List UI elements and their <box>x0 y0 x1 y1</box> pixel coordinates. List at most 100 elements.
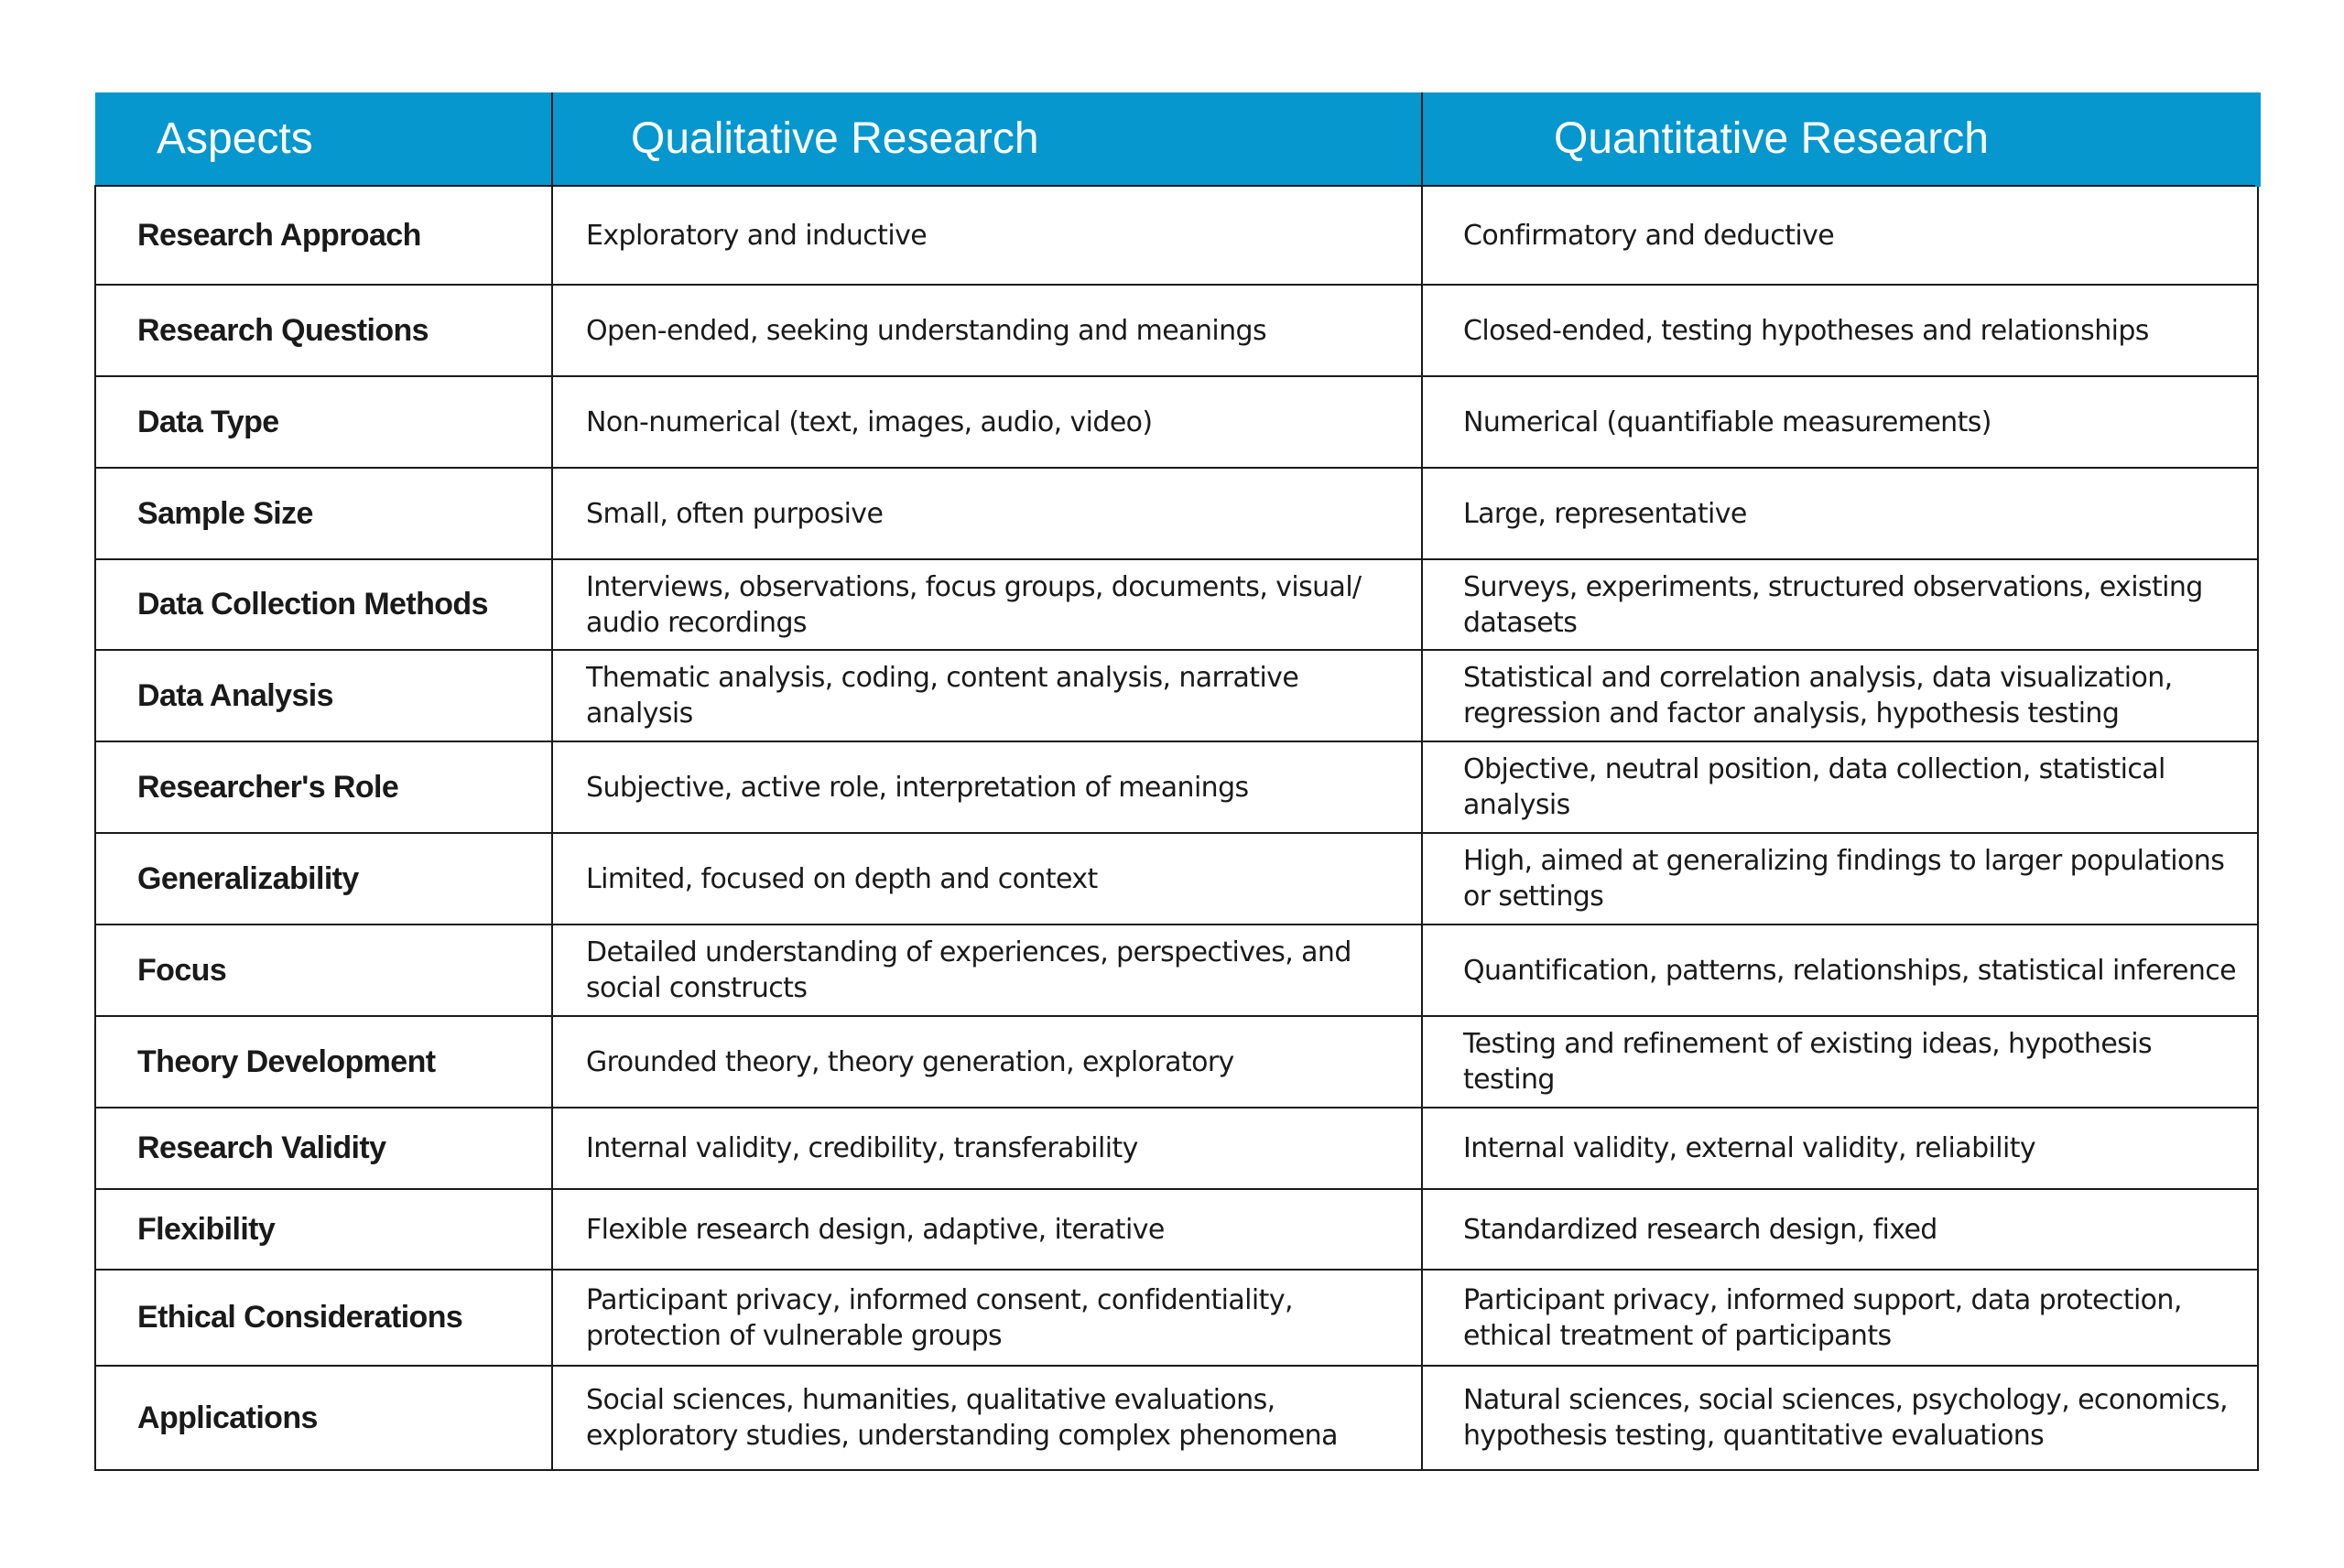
quantitative-cell-text: Participant privacy, informed support, d… <box>1463 1283 2182 1352</box>
aspect-cell: Data Type <box>94 375 553 469</box>
qualitative-cell-text: Interviews, observations, focus groups, … <box>586 570 1362 639</box>
qualitative-cell: Social sciences, humanities, qualitative… <box>551 1365 1423 1471</box>
qualitative-cell: Detailed understanding of experiences, p… <box>551 924 1423 1017</box>
quantitative-cell: Statistical and correlation analysis, da… <box>1421 649 2259 742</box>
aspect-cell: Research Approach <box>94 185 553 286</box>
aspect-cell-text: Research Approach <box>137 217 421 253</box>
quantitative-cell-text: Quantification, patterns, relationships,… <box>1463 954 2237 987</box>
header-qualitative: Qualitative Research <box>552 92 1423 186</box>
quantitative-cell-text: Confirmatory and deductive <box>1463 219 1835 252</box>
aspect-cell: Ethical Considerations <box>94 1269 553 1367</box>
qualitative-cell: Internal validity, credibility, transfer… <box>551 1107 1423 1190</box>
aspect-cell: Researcher's Role <box>94 741 553 834</box>
table-row: Data Analysis Thematic analysis, coding, … <box>94 649 2259 742</box>
qualitative-cell: Thematic analysis, coding, content analy… <box>551 649 1423 742</box>
aspect-cell-text: Focus <box>137 952 227 988</box>
quantitative-cell-text: Internal validity, external validity, re… <box>1463 1132 2036 1164</box>
table-row: Ethical Considerations Participant privac… <box>94 1269 2259 1367</box>
aspect-cell: Sample Size <box>94 467 553 560</box>
quantitative-cell: Quantification, patterns, relationships,… <box>1421 924 2259 1017</box>
table-row: Sample Size Small, often purposive Large, … <box>94 467 2259 560</box>
qualitative-cell: Subjective, active role, interpretation … <box>551 741 1423 834</box>
qualitative-cell: Open-ended, seeking understanding and me… <box>551 284 1423 377</box>
aspect-cell-text: Applications <box>137 1400 318 1435</box>
quantitative-cell: Participant privacy, informed support, d… <box>1421 1269 2259 1367</box>
qualitative-cell-text: Internal validity, credibility, transfer… <box>586 1132 1138 1164</box>
qualitative-cell: Non-numerical (text, images, audio, vide… <box>551 375 1423 469</box>
table-row: Data Type Non-numerical (text, images, au… <box>94 375 2259 469</box>
qualitative-cell-text: Detailed understanding of experiences, p… <box>586 936 1351 1004</box>
table-header: Aspects Qualitative Research Quantitativ… <box>95 92 2261 186</box>
qualitative-cell: Flexible research design, adaptive, iter… <box>551 1188 1423 1271</box>
qualitative-cell: Small, often purposive <box>551 467 1423 560</box>
aspect-cell: Theory Development <box>94 1015 553 1108</box>
quantitative-cell: Natural sciences, social sciences, psych… <box>1421 1365 2259 1471</box>
aspect-cell: Data Collection Methods <box>94 558 553 651</box>
aspect-cell-text: Sample Size <box>137 495 313 531</box>
quantitative-cell: Standardized research design, fixed <box>1421 1188 2259 1271</box>
aspect-cell: Focus <box>94 924 553 1017</box>
qualitative-cell-text: Limited, focused on depth and context <box>586 862 1098 895</box>
aspect-cell-text: Theory Development <box>137 1044 436 1079</box>
quantitative-cell: Objective, neutral position, data collec… <box>1421 741 2259 834</box>
quantitative-cell-text: Statistical and correlation analysis, da… <box>1463 662 2173 730</box>
qualitative-cell: Interviews, observations, focus groups, … <box>551 558 1423 651</box>
qualitative-cell-text: Thematic analysis, coding, content analy… <box>586 662 1299 730</box>
quantitative-cell: Numerical (quantifiable measurements) <box>1421 375 2259 469</box>
aspect-cell-text: Researcher's Role <box>137 769 399 805</box>
quantitative-cell: Confirmatory and deductive <box>1421 185 2259 286</box>
qualitative-cell-text: Grounded theory, theory generation, expl… <box>586 1045 1234 1078</box>
qualitative-cell-text: Small, often purposive <box>586 497 884 530</box>
aspect-cell-text: Data Type <box>137 404 279 439</box>
header-quantitative: Quantitative Research <box>1422 92 2261 186</box>
table-row: Theory Development Grounded theory, theor… <box>94 1015 2259 1108</box>
qualitative-cell-text: Subjective, active role, interpretation … <box>586 771 1249 804</box>
table-row: Research Validity Internal validity, cred… <box>94 1107 2259 1190</box>
quantitative-cell: Internal validity, external validity, re… <box>1421 1107 2259 1190</box>
qualitative-cell-text: Non-numerical (text, images, audio, vide… <box>586 406 1153 438</box>
qualitative-cell-text: Flexible research design, adaptive, iter… <box>586 1213 1165 1246</box>
aspect-cell-text: Data Collection Methods <box>137 587 489 622</box>
table-body: Research Approach Exploratory and inducti… <box>94 185 2259 1471</box>
qualitative-cell-text: Open-ended, seeking understanding and me… <box>586 314 1267 347</box>
qualitative-cell-text: Social sciences, humanities, qualitative… <box>586 1384 1338 1452</box>
aspect-cell: Data Analysis <box>94 649 553 742</box>
aspect-cell: Research Questions <box>94 284 553 377</box>
quantitative-cell-text: Objective, neutral position, data collec… <box>1463 753 2165 821</box>
quantitative-cell-text: Numerical (quantifiable measurements) <box>1463 406 1992 438</box>
table-row: Generalizability Limited, focused on dept… <box>94 832 2259 925</box>
qualitative-cell-text: Participant privacy, informed consent, c… <box>586 1283 1294 1352</box>
quantitative-cell-text: Standardized research design, fixed <box>1463 1213 1937 1246</box>
quantitative-cell: High, aimed at generalizing findings to … <box>1421 832 2259 925</box>
table-row: Researcher's Role Subjective, active role… <box>94 741 2259 834</box>
table-row: Research Questions Open-ended, seeking un… <box>94 284 2259 377</box>
aspect-cell-text: Flexibility <box>137 1211 276 1247</box>
qualitative-cell: Limited, focused on depth and context <box>551 832 1423 925</box>
aspect-cell: Research Validity <box>94 1107 553 1190</box>
qualitative-cell: Participant privacy, informed consent, c… <box>551 1269 1423 1367</box>
aspect-cell-text: Generalizability <box>137 860 359 896</box>
quantitative-cell-text: High, aimed at generalizing findings to … <box>1463 845 2225 913</box>
quantitative-cell: Testing and refinement of existing ideas… <box>1421 1015 2259 1108</box>
qualitative-cell: Exploratory and inductive <box>551 185 1423 286</box>
qualitative-cell: Grounded theory, theory generation, expl… <box>551 1015 1423 1108</box>
quantitative-cell-text: Natural sciences, social sciences, psych… <box>1463 1384 2229 1452</box>
table-row: Flexibility Flexible research design, ada… <box>94 1188 2259 1271</box>
aspect-cell: Applications <box>94 1365 553 1471</box>
table-row: Applications Social sciences, humanities,… <box>94 1365 2259 1471</box>
aspect-cell-text: Research Validity <box>137 1130 386 1165</box>
quantitative-cell-text: Closed-ended, testing hypotheses and rel… <box>1463 314 2149 347</box>
quantitative-cell: Closed-ended, testing hypotheses and rel… <box>1421 284 2259 377</box>
aspect-cell-text: Data Analysis <box>137 677 334 713</box>
aspect-cell: Flexibility <box>94 1188 553 1271</box>
quantitative-cell-text: Large, representative <box>1463 497 1747 530</box>
table-row: Focus Detailed understanding of experienc… <box>94 924 2259 1017</box>
quantitative-cell-text: Surveys, experiments, structured observa… <box>1463 570 2203 639</box>
qualitative-cell-text: Exploratory and inductive <box>586 219 928 252</box>
quantitative-cell: Surveys, experiments, structured observa… <box>1421 558 2259 651</box>
quantitative-cell-text: Testing and refinement of existing ideas… <box>1463 1028 2153 1096</box>
table-row: Data Collection Methods Interviews, obser… <box>94 558 2259 651</box>
table-row: Research Approach Exploratory and inducti… <box>94 185 2259 286</box>
header-aspects: Aspects <box>95 92 553 186</box>
comparison-table: Aspects Qualitative Research Quantitativ… <box>94 92 2261 1471</box>
